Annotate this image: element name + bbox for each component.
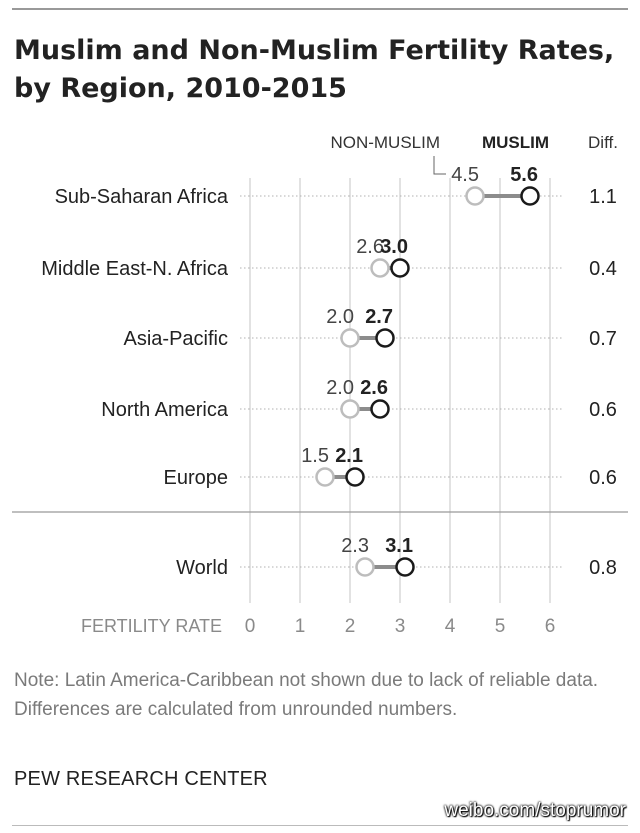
non-muslim-marker-north-america — [340, 399, 360, 419]
diff-value-world: 0.8 — [589, 557, 617, 579]
x-tick-1: 1 — [295, 616, 306, 637]
muslim-marker-asia-pacific — [375, 328, 395, 348]
non-muslim-value-sub-saharan-africa: 4.5 — [451, 164, 479, 186]
watermark: weibo.com/stoprumor — [444, 800, 626, 821]
plot-area: Sub-Saharan Africa 4.5 5.6 1.1 Middle East-N… — [12, 156, 628, 637]
x-tick-4: 4 — [445, 616, 456, 637]
bottom-rule — [12, 825, 628, 826]
non-muslim-marker-world — [355, 557, 375, 577]
x-tick-0: 0 — [245, 616, 256, 637]
x-axis-label: FERTILITY RATE — [81, 616, 222, 636]
region-label-north-america: North America — [101, 399, 229, 421]
x-tick-5: 5 — [495, 616, 506, 637]
x-tick-2: 2 — [345, 616, 356, 637]
muslim-value-europe: 2.1 — [335, 445, 363, 467]
source-credit: PEW RESEARCH CENTER — [14, 768, 268, 790]
dot-plot-chart: NON-MUSLIM MUSLIM Diff. Sub-Saharan Afri… — [12, 133, 628, 637]
muslim-value-sub-saharan-africa: 5.6 — [510, 164, 538, 186]
title-line-1: Muslim and Non-Muslim Fertility Rates, — [14, 35, 615, 66]
diff-value-sub-saharan-africa: 1.1 — [589, 186, 617, 208]
header-leader-line — [433, 156, 446, 175]
diff-value-north-america: 0.6 — [589, 399, 617, 421]
non-muslim-value-middle-east-n-africa: 2.6 — [356, 236, 384, 258]
non-muslim-marker-europe — [315, 467, 335, 487]
muslim-value-asia-pacific: 2.7 — [365, 306, 393, 328]
non-muslim-value-north-america: 2.0 — [326, 377, 354, 399]
chart-note: Note: Latin America-Caribbean not shown … — [14, 670, 599, 720]
diff-value-asia-pacific: 0.7 — [589, 328, 617, 350]
muslim-value-north-america: 2.6 — [360, 377, 388, 399]
top-rule — [12, 8, 628, 10]
muslim-marker-sub-saharan-africa — [520, 186, 540, 206]
region-label-asia-pacific: Asia-Pacific — [124, 328, 228, 350]
header-diff: Diff. — [588, 133, 618, 152]
x-tick-6: 6 — [545, 616, 556, 637]
title-line-2: by Region, 2010-2015 — [14, 73, 347, 104]
muslim-marker-europe — [345, 467, 365, 487]
region-label-europe: Europe — [164, 467, 229, 489]
chart-title: Muslim and Non-Muslim Fertility Rates, b… — [14, 32, 624, 108]
diff-value-middle-east-n-africa: 0.4 — [589, 258, 617, 280]
muslim-marker-north-america — [370, 399, 390, 419]
region-label-world: World — [176, 557, 228, 579]
non-muslim-value-world: 2.3 — [341, 535, 369, 557]
header-muslim: MUSLIM — [482, 133, 549, 152]
muslim-marker-world — [395, 557, 415, 577]
non-muslim-value-asia-pacific: 2.0 — [326, 306, 354, 328]
non-muslim-marker-sub-saharan-africa — [465, 186, 485, 206]
x-tick-3: 3 — [395, 616, 406, 637]
muslim-value-world: 3.1 — [385, 535, 413, 557]
header-non-muslim: NON-MUSLIM — [330, 133, 440, 152]
non-muslim-marker-middle-east-n-africa — [370, 258, 390, 278]
diff-value-europe: 0.6 — [589, 467, 617, 489]
non-muslim-value-europe: 1.5 — [301, 445, 329, 467]
region-label-sub-saharan-africa: Sub-Saharan Africa — [55, 186, 229, 208]
muslim-marker-middle-east-n-africa — [390, 258, 410, 278]
region-label-middle-east-n-africa: Middle East-N. Africa — [41, 258, 229, 280]
muslim-value-middle-east-n-africa: 3.0 — [380, 236, 408, 258]
non-muslim-marker-asia-pacific — [340, 328, 360, 348]
